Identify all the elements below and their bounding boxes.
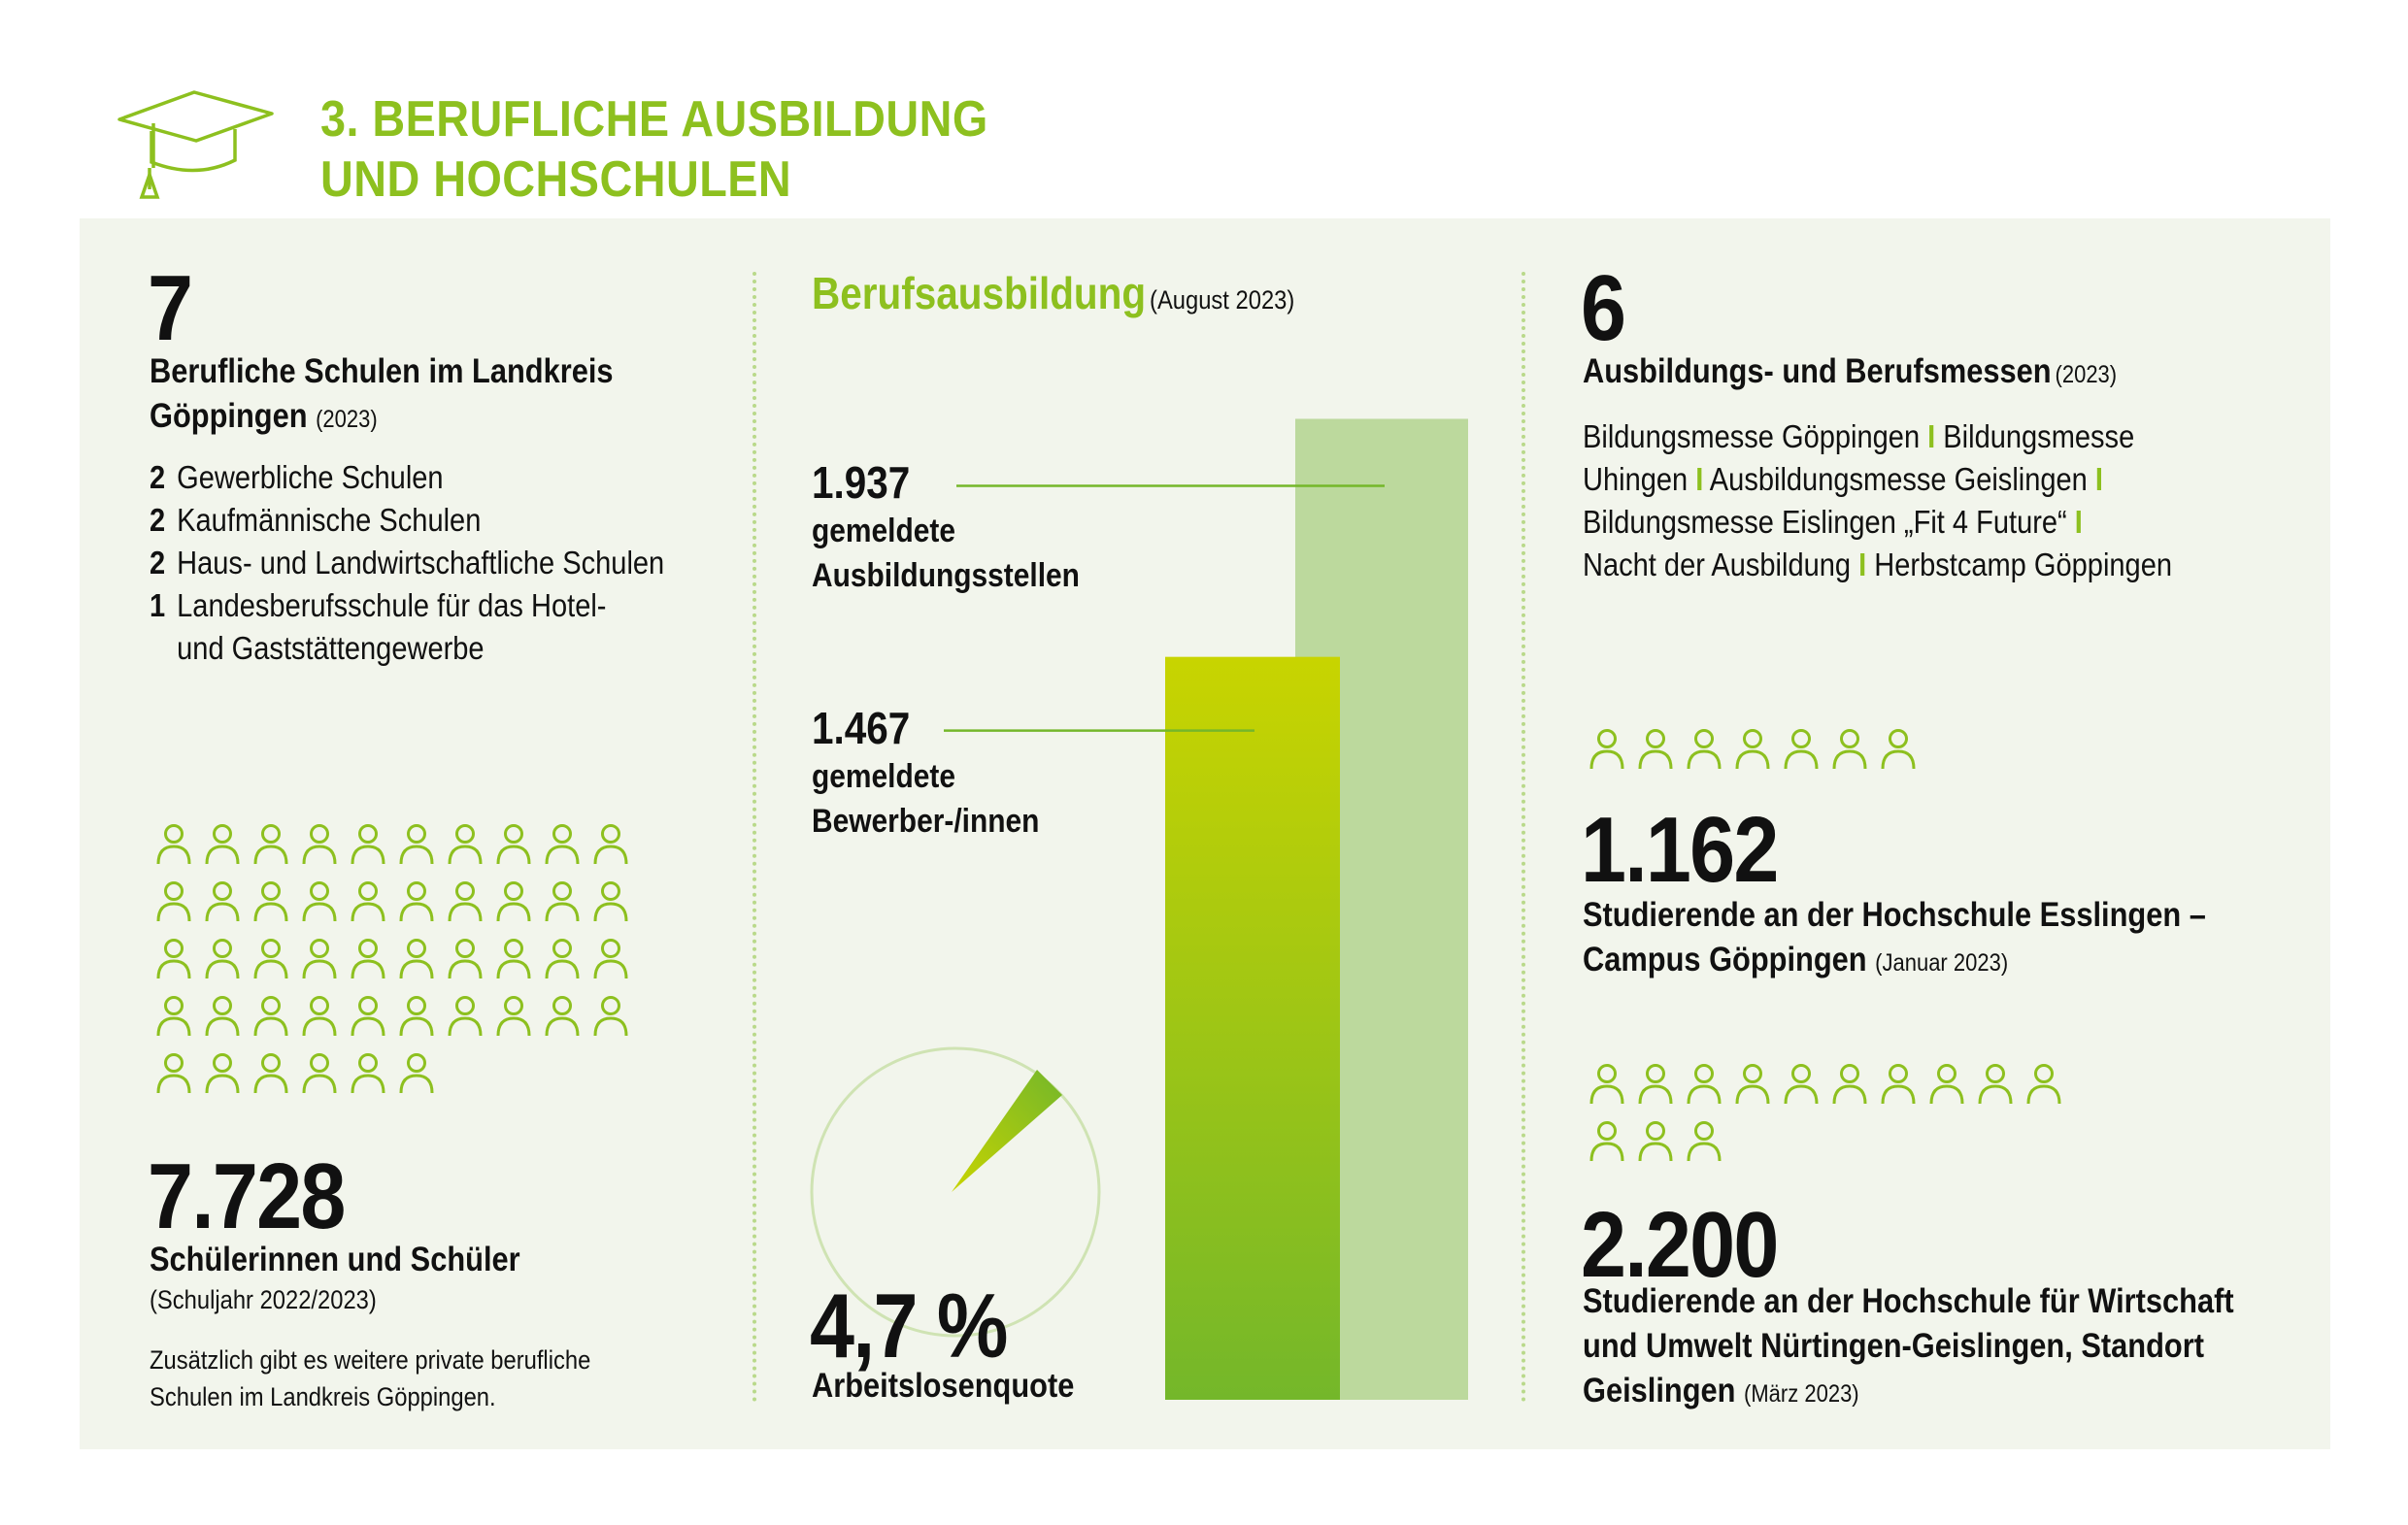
- fairs-heading: Ausbildungs- und Berufsmessen (2023): [1583, 352, 2118, 390]
- positions-label: 1.937 gemeldete Ausbildungsstellen: [812, 457, 1080, 595]
- person-icon: [344, 1052, 392, 1110]
- person-icon: [247, 1052, 295, 1110]
- applicants-label: 1.467 gemeldete Bewerber-/innen: [812, 702, 1040, 840]
- gauge-needle: [952, 1070, 1062, 1192]
- column-divider-left: [752, 272, 756, 1403]
- person-icon: [295, 823, 344, 880]
- schools-list: 2 Gewerbliche Schulen 2 Kaufmännische Schu…: [150, 456, 705, 670]
- schools-count: 7: [148, 256, 193, 360]
- person-icon: [1680, 1063, 1728, 1120]
- person-icon: [150, 880, 198, 938]
- person-icon: [1631, 728, 1680, 785]
- person-icon: [392, 995, 441, 1052]
- list-item: 2 Haus- und Landwirtschaftliche Schulen: [150, 545, 665, 580]
- person-icon: [295, 880, 344, 938]
- person-icon: [489, 823, 538, 880]
- person-icon: [1583, 1120, 1631, 1177]
- person-icon: [392, 823, 441, 880]
- person-icon: [489, 938, 538, 995]
- nuertingen-label: Studierende an der Hochschule für Wirtsc…: [1583, 1282, 2234, 1409]
- students-label: Schülerinnen und Schüler (Schuljahr 2022…: [150, 1241, 520, 1314]
- esslingen-count: 1.162: [1581, 798, 1779, 902]
- person-icon: [489, 995, 538, 1052]
- person-icon: [586, 995, 635, 1052]
- person-icon: [247, 938, 295, 995]
- person-icon: [392, 1052, 441, 1110]
- person-icon: [1825, 728, 1874, 785]
- bar-bewerber: [1165, 656, 1340, 1400]
- person-icon: [441, 938, 489, 995]
- person-icon: [295, 938, 344, 995]
- person-icon: [1874, 728, 1923, 785]
- person-icon: [344, 938, 392, 995]
- person-icon: [2020, 1063, 2068, 1120]
- person-icon: [538, 995, 586, 1052]
- fairs-list: Bildungsmesse Göppingen I Bildungsmesse …: [1583, 418, 2172, 582]
- person-icon: [392, 938, 441, 995]
- person-icon: [586, 938, 635, 995]
- person-icon: [1680, 728, 1728, 785]
- person-icon: [198, 823, 247, 880]
- person-icon: [489, 880, 538, 938]
- person-icon: [1971, 1063, 2020, 1120]
- person-icon: [198, 938, 247, 995]
- person-icon: [198, 995, 247, 1052]
- nuertingen-people-icons: [1583, 1063, 2068, 1177]
- person-icon: [344, 880, 392, 938]
- person-icon: [392, 880, 441, 938]
- person-icon: [295, 1052, 344, 1110]
- person-icon: [1728, 728, 1777, 785]
- person-icon: [344, 823, 392, 880]
- person-icon: [247, 995, 295, 1052]
- students-count: 7.728: [148, 1144, 346, 1248]
- person-icon: [1583, 728, 1631, 785]
- unemployment-label: Arbeitslosenquote: [812, 1367, 1075, 1405]
- person-icon: [150, 1052, 198, 1110]
- person-icon: [1583, 1063, 1631, 1120]
- person-icon: [441, 823, 489, 880]
- nuertingen-count: 2.200: [1581, 1193, 1779, 1297]
- person-icon: [150, 938, 198, 995]
- person-icon: [295, 995, 344, 1052]
- person-icon: [586, 880, 635, 938]
- training-title: Berufsausbildung (August 2023): [812, 268, 1295, 318]
- person-icon: [538, 823, 586, 880]
- person-icon: [1777, 728, 1825, 785]
- person-icon: [247, 823, 295, 880]
- students-people-icons: [150, 823, 635, 1110]
- person-icon: [150, 995, 198, 1052]
- person-icon: [1777, 1063, 1825, 1120]
- students-note: Zusätzlich gibt es weitere private beruf…: [150, 1345, 591, 1411]
- person-icon: [1825, 1063, 1874, 1120]
- person-icon: [198, 1052, 247, 1110]
- person-icon: [538, 880, 586, 938]
- person-icon: [1631, 1120, 1680, 1177]
- esslingen-people-icons: [1583, 728, 1923, 785]
- person-icon: [150, 823, 198, 880]
- schools-heading: Berufliche Schulen im Landkreis Göppinge…: [150, 352, 614, 435]
- person-icon: [344, 995, 392, 1052]
- person-icon: [441, 880, 489, 938]
- list-item: 2 Kaufmännische Schulen: [150, 502, 482, 538]
- person-icon: [538, 938, 586, 995]
- list-item: 1 Landesberufsschule für das Hotel-und Ga…: [150, 587, 607, 666]
- person-icon: [586, 823, 635, 880]
- gauge-circle: [810, 1046, 1101, 1338]
- unemployment-value: 4,7 %: [810, 1275, 1008, 1376]
- esslingen-label: Studierende an der Hochschule Esslingen …: [1583, 896, 2206, 978]
- person-icon: [198, 880, 247, 938]
- person-icon: [1874, 1063, 1923, 1120]
- fairs-count: 6: [1581, 256, 1626, 360]
- page-title: 3. BERUFLICHE AUSBILDUNG UND HOCHSCHULEN: [320, 91, 988, 208]
- person-icon: [1728, 1063, 1777, 1120]
- person-icon: [1680, 1120, 1728, 1177]
- person-icon: [1923, 1063, 1971, 1120]
- person-icon: [441, 995, 489, 1052]
- list-item: 2 Gewerbliche Schulen: [150, 459, 444, 495]
- column-divider-right: [1522, 272, 1525, 1403]
- person-icon: [1631, 1063, 1680, 1120]
- person-icon: [247, 880, 295, 938]
- graduation-cap-icon: [115, 83, 278, 199]
